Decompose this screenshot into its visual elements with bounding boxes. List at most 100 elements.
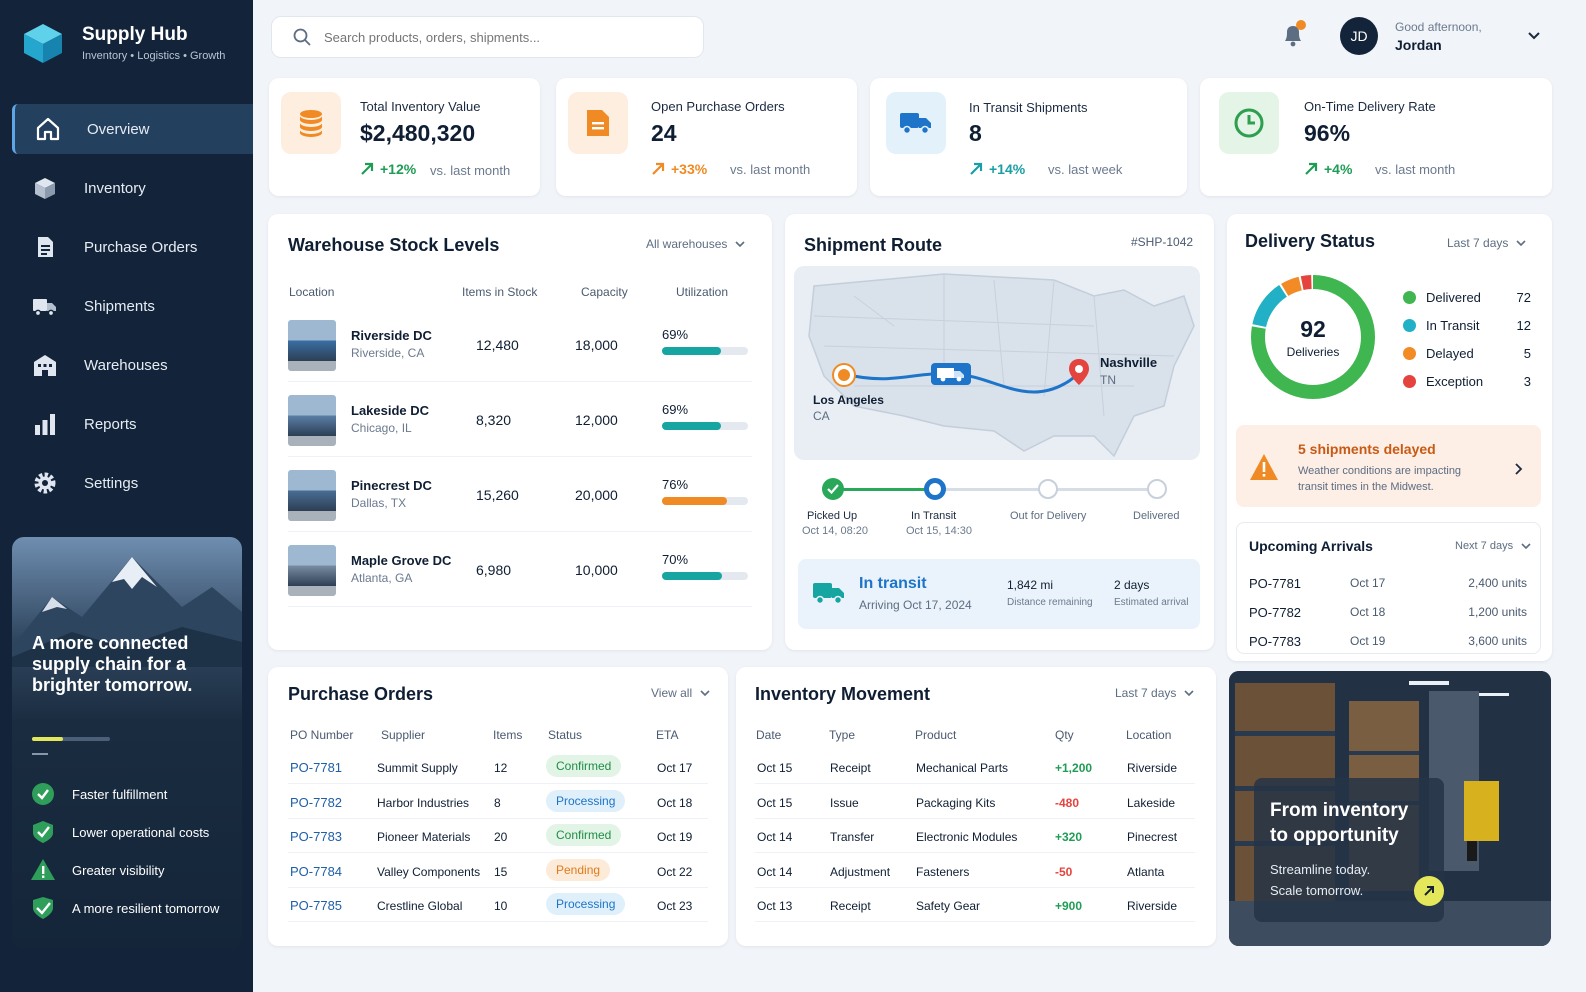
sidebar-item-shipments[interactable]: Shipments — [12, 281, 253, 331]
kpi-compare: vs. last month — [730, 162, 811, 177]
benefit-item: A more resilient tomorrow — [30, 889, 219, 927]
search-bar[interactable] — [271, 16, 704, 58]
sidebar-item-reports[interactable]: Reports — [12, 399, 253, 449]
alert-title: 5 shipments delayed — [1298, 441, 1436, 457]
sidebar-item-overview[interactable]: Overview — [12, 104, 253, 154]
table-row[interactable]: Oct 13 Receipt Safety Gear +900 Riversid… — [755, 888, 1195, 922]
eta: Oct 22 — [657, 864, 693, 879]
bell-icon — [1285, 26, 1301, 47]
kpi-card-open-po: Open Purchase Orders 24 +33% vs. last mo… — [556, 78, 857, 196]
list-item[interactable]: PO-7782 Oct 18 1,200 units — [1249, 599, 1527, 627]
sidebar: Supply Hub Inventory • Logistics • Growt… — [0, 0, 253, 992]
po-number-link[interactable]: PO-7783 — [290, 829, 343, 844]
promo-progress-bar — [32, 737, 110, 741]
movement-product: Packaging Kits — [916, 795, 996, 810]
arrow-up-right-icon — [652, 162, 665, 175]
movement-filter-dropdown[interactable]: Last 7 days — [1115, 686, 1194, 700]
po-number-link[interactable]: PO-7784 — [290, 863, 343, 879]
legend-label: Exception — [1426, 373, 1484, 389]
shipment-id: #SHP-1042 — [1131, 235, 1194, 249]
kpi-label: On-Time Delivery Rate — [1304, 99, 1436, 114]
table-row[interactable]: PO-7782 Harbor Industries 8 Processing O… — [288, 785, 708, 819]
route-map[interactable]: Los Angeles CA Nashville TN — [794, 266, 1200, 460]
stepper-line-done — [835, 488, 939, 491]
table-row[interactable]: Pinecrest DC Dallas, TX 15,260 20,000 76… — [288, 460, 752, 532]
table-row[interactable]: Oct 14 Adjustment Fasteners -50 Atlanta — [755, 854, 1195, 888]
sidebar-item-purchase-orders[interactable]: Purchase Orders — [12, 222, 253, 272]
chevron-down-icon — [1528, 32, 1540, 40]
truck-marker — [931, 363, 971, 385]
kpi-card-in-transit: In Transit Shipments 8 +14% vs. last wee… — [870, 78, 1187, 196]
warehouse-filter-dropdown[interactable]: All warehouses — [646, 237, 745, 251]
supplier: Summit Supply — [377, 761, 458, 775]
distance-label: Distance remaining — [1007, 597, 1093, 608]
po-number-link[interactable]: PO-7785 — [290, 898, 343, 913]
movement-date: Oct 15 — [757, 795, 793, 810]
kpi-value: 8 — [969, 120, 982, 146]
origin-state: CA — [813, 409, 830, 423]
col-header: ETA — [656, 728, 679, 742]
list-item[interactable]: PO-7783 Oct 19 3,600 units — [1249, 628, 1527, 656]
coins-icon — [300, 110, 322, 137]
mountain-illustration — [12, 557, 242, 667]
origin-marker[interactable] — [834, 365, 854, 385]
items-count: 15 — [494, 864, 508, 879]
sidebar-item-settings[interactable]: Settings — [12, 458, 253, 508]
view-all-po-button[interactable]: View all — [651, 686, 710, 700]
arrow-up-right-icon — [361, 162, 374, 175]
kpi-value: $2,480,320 — [360, 120, 476, 146]
table-row[interactable]: Oct 15 Issue Packaging Kits -480 Lakesid… — [755, 785, 1195, 819]
building-icon — [34, 355, 56, 376]
user-menu[interactable]: JD Good afternoon, Jordan — [1340, 16, 1555, 56]
search-input[interactable] — [324, 29, 664, 45]
col-header: Date — [756, 728, 782, 742]
sidebar-item-inventory[interactable]: Inventory — [12, 163, 253, 213]
movement-type: Receipt — [830, 761, 871, 775]
utilization-bar — [662, 497, 748, 505]
table-row[interactable]: Lakeside DC Chicago, IL 8,320 12,000 69% — [288, 385, 752, 457]
utilization-fill — [662, 497, 728, 505]
table-row[interactable]: Riverside DC Riverside, CA 12,480 18,000… — [288, 310, 752, 382]
table-row[interactable]: PO-7785 Crestline Global 10 Processing O… — [288, 888, 708, 922]
table-row[interactable]: Maple Grove DC Atlanta, GA 6,980 10,000 … — [288, 535, 752, 607]
table-row[interactable]: PO-7783 Pioneer Materials 20 Confirmed O… — [288, 819, 708, 853]
warehouse-city: Dallas, TX — [351, 496, 407, 510]
shipment-route-card: Shipment Route #SHP-1042 Los Angeles CA … — [785, 214, 1214, 650]
po-number-link[interactable]: PO-7781 — [290, 760, 343, 775]
table-row[interactable]: Oct 14 Transfer Electronic Modules +320 … — [755, 819, 1195, 853]
banner-arrow-button[interactable] — [1414, 876, 1444, 906]
items-in-stock: 15,260 — [476, 487, 519, 503]
arrival-po: PO-7783 — [1249, 634, 1302, 649]
arrival-date: Oct 18 — [1350, 605, 1386, 619]
items-count: 12 — [494, 761, 508, 775]
table-row[interactable]: PO-7784 Valley Components 15 Pending Oct… — [288, 854, 708, 888]
kpi-label: In Transit Shipments — [969, 100, 1088, 115]
sidebar-item-warehouses[interactable]: Warehouses — [12, 340, 253, 390]
section-title: Shipment Route — [804, 235, 942, 255]
capacity: 18,000 — [575, 337, 618, 353]
movement-qty: +900 — [1055, 899, 1083, 913]
list-item[interactable]: PO-7781 Oct 17 2,400 units — [1249, 570, 1527, 598]
notifications-button[interactable] — [1281, 20, 1306, 50]
delivery-filter-dropdown[interactable]: Last 7 days — [1447, 236, 1526, 250]
table-row[interactable]: PO-7781 Summit Supply 12 Confirmed Oct 1… — [288, 750, 708, 784]
supplier: Valley Components — [377, 864, 481, 879]
promo-divider — [32, 753, 48, 755]
arrivals-filter-dropdown[interactable]: Next 7 days — [1455, 540, 1531, 552]
legend-value: 3 — [1523, 373, 1531, 389]
legend-item: Delivered 72 — [1403, 283, 1531, 311]
legend-label: Delayed — [1426, 345, 1474, 361]
kpi-icon-bg — [886, 92, 946, 154]
utilization-fill — [662, 572, 723, 580]
col-header: Items in Stock — [462, 285, 538, 299]
delay-alert[interactable]: 5 shipments delayed Weather conditions a… — [1236, 425, 1541, 507]
po-number-link[interactable]: PO-7782 — [290, 794, 343, 810]
destination-pin-icon[interactable] — [1068, 358, 1090, 386]
table-row[interactable]: Oct 15 Receipt Mechanical Parts +1,200 R… — [755, 750, 1195, 784]
banner-title: From inventory to opportunity — [1270, 800, 1409, 846]
status-badge: Processing — [546, 893, 626, 915]
sidebar-item-label: Purchase Orders — [84, 238, 198, 256]
kpi-delta: +33% — [651, 161, 707, 177]
warehouse-photo — [288, 545, 336, 596]
warehouse-photo — [288, 395, 336, 446]
